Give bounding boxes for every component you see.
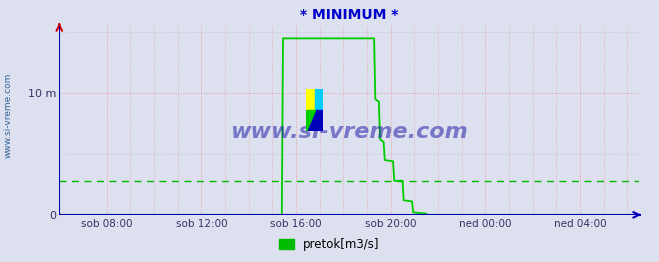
Text: www.si-vreme.com: www.si-vreme.com <box>3 73 13 158</box>
Bar <box>315 110 323 131</box>
Bar <box>315 89 323 110</box>
Bar <box>306 89 315 110</box>
Legend: pretok[m3/s]: pretok[m3/s] <box>275 234 384 256</box>
Polygon shape <box>306 110 315 131</box>
Text: www.si-vreme.com: www.si-vreme.com <box>231 122 468 142</box>
Polygon shape <box>306 110 315 131</box>
Title: * MINIMUM *: * MINIMUM * <box>300 8 399 22</box>
